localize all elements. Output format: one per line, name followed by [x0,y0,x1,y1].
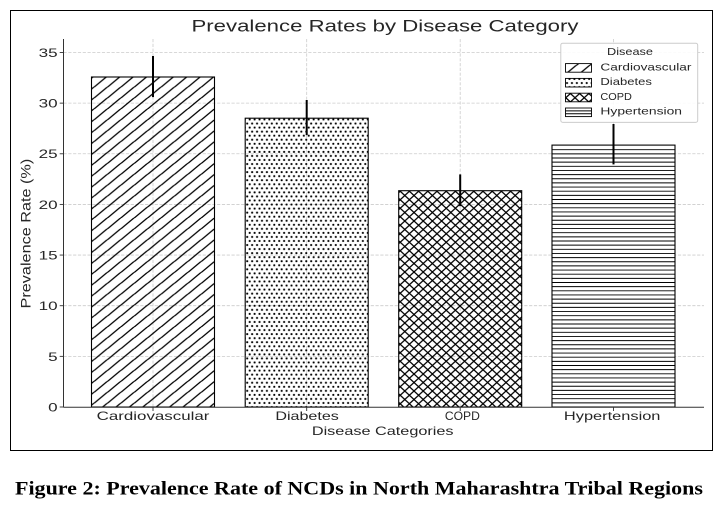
svg-text:10: 10 [39,299,58,313]
svg-text:Cardiovascular: Cardiovascular [600,62,692,73]
svg-text:35: 35 [39,46,58,60]
svg-text:5: 5 [48,350,58,364]
svg-text:Diabetes: Diabetes [275,409,339,423]
svg-text:Hypertension: Hypertension [564,409,661,423]
svg-text:COPD: COPD [445,409,480,423]
svg-text:30: 30 [39,97,58,111]
svg-text:15: 15 [39,249,58,263]
svg-text:COPD: COPD [600,92,632,103]
svg-text:20: 20 [39,198,58,212]
svg-text:25: 25 [39,147,58,161]
svg-text:0: 0 [48,400,58,414]
svg-text:Prevalence Rate (%): Prevalence Rate (%) [19,159,34,309]
svg-text:Disease: Disease [607,47,653,58]
svg-text:Hypertension: Hypertension [600,107,682,118]
svg-text:Prevalence Rates by Disease Ca: Prevalence Rates by Disease Category [192,18,580,36]
svg-text:Diabetes: Diabetes [600,77,652,88]
svg-text:Disease Categories: Disease Categories [312,424,454,438]
svg-text:Cardiovascular: Cardiovascular [97,409,210,423]
svg-text:Figure 2: Prevalence Rate of N: Figure 2: Prevalence Rate of NCDs in Nor… [15,479,703,500]
